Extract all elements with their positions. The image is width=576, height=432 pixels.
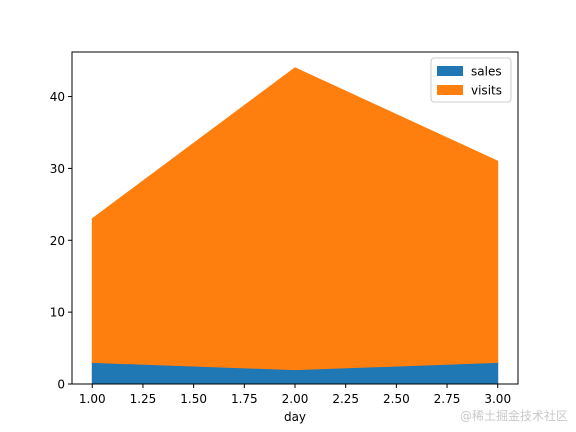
legend-swatch-visits (437, 85, 463, 95)
y-tick-label: 20 (50, 234, 65, 248)
legend: sales visits (430, 57, 512, 103)
watermark-text: @稀土掘金技术社区 (459, 409, 568, 423)
x-tick-label: 1.50 (180, 392, 207, 406)
x-tick-label: 2.50 (383, 392, 410, 406)
x-tick-label: 2.00 (282, 392, 309, 406)
x-tick-label: 1.25 (130, 392, 157, 406)
area-series-group (91, 67, 499, 385)
x-tick-label: 1.00 (79, 392, 106, 406)
y-tick-label: 10 (50, 306, 65, 320)
y-tick-label: 40 (50, 90, 65, 104)
x-tick-label: 2.25 (332, 392, 359, 406)
x-tick-label: 2.75 (434, 392, 461, 406)
x-tick-label: 1.75 (231, 392, 258, 406)
x-tick-label: 3.00 (484, 392, 511, 406)
y-tick-label: 30 (50, 162, 65, 176)
legend-label-visits: visits (471, 84, 502, 98)
axes-group: 1.00 1.25 1.50 1.75 2.00 2.25 2.50 2.75 3.00 0 10 2… (50, 51, 519, 424)
legend-label-sales: sales (471, 65, 502, 79)
y-tick-label: 0 (57, 378, 65, 392)
legend-swatch-sales (437, 66, 463, 76)
x-axis-label: day (284, 410, 306, 424)
area-visits (91, 67, 499, 371)
